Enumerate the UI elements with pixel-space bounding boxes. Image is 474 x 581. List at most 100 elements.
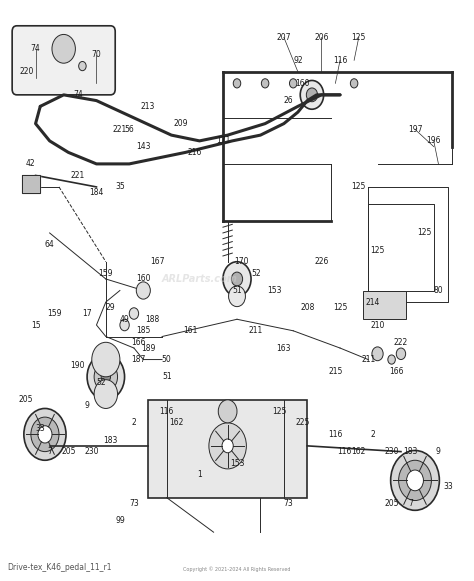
Text: 42: 42 bbox=[26, 159, 36, 168]
Circle shape bbox=[261, 79, 269, 88]
Text: 162: 162 bbox=[352, 447, 366, 456]
Text: 208: 208 bbox=[300, 303, 314, 312]
Polygon shape bbox=[21, 175, 40, 193]
Circle shape bbox=[222, 439, 233, 453]
Text: 73: 73 bbox=[129, 499, 139, 508]
Text: 163: 163 bbox=[277, 343, 291, 353]
Circle shape bbox=[52, 34, 75, 63]
Text: 159: 159 bbox=[99, 269, 113, 278]
Text: 116: 116 bbox=[328, 430, 343, 439]
Circle shape bbox=[223, 261, 251, 296]
Circle shape bbox=[137, 282, 150, 299]
Text: 205: 205 bbox=[384, 499, 399, 508]
Text: 64: 64 bbox=[45, 240, 55, 249]
Text: 73: 73 bbox=[283, 499, 293, 508]
Text: 29: 29 bbox=[106, 303, 115, 312]
Text: 51: 51 bbox=[232, 286, 242, 295]
Text: 167: 167 bbox=[150, 257, 164, 266]
Circle shape bbox=[24, 408, 66, 460]
Text: 15: 15 bbox=[31, 321, 40, 329]
Text: 9: 9 bbox=[436, 447, 441, 456]
Circle shape bbox=[94, 363, 118, 391]
Text: 80: 80 bbox=[434, 286, 443, 295]
Text: 7: 7 bbox=[408, 499, 413, 508]
Text: 125: 125 bbox=[272, 407, 286, 416]
Text: 220: 220 bbox=[19, 67, 33, 76]
Circle shape bbox=[94, 380, 118, 408]
Text: 70: 70 bbox=[91, 50, 101, 59]
Circle shape bbox=[120, 320, 129, 331]
FancyBboxPatch shape bbox=[12, 26, 115, 95]
Text: 2: 2 bbox=[371, 430, 375, 439]
Text: 50: 50 bbox=[162, 355, 172, 364]
Text: 211: 211 bbox=[248, 327, 263, 335]
Text: 183: 183 bbox=[403, 447, 418, 456]
Text: 207: 207 bbox=[277, 33, 291, 42]
Circle shape bbox=[87, 354, 125, 400]
Circle shape bbox=[233, 79, 241, 88]
Text: 153: 153 bbox=[230, 458, 244, 468]
Circle shape bbox=[38, 426, 52, 443]
Circle shape bbox=[399, 460, 431, 501]
Text: 185: 185 bbox=[136, 327, 151, 335]
Text: 33: 33 bbox=[36, 424, 45, 433]
Text: 226: 226 bbox=[314, 257, 328, 266]
Text: 51: 51 bbox=[162, 372, 172, 381]
Circle shape bbox=[129, 308, 138, 320]
Text: 211: 211 bbox=[361, 355, 375, 364]
Text: 171: 171 bbox=[216, 137, 230, 145]
Text: 9: 9 bbox=[85, 401, 90, 410]
Text: 125: 125 bbox=[333, 303, 347, 312]
Circle shape bbox=[306, 88, 318, 102]
Circle shape bbox=[228, 286, 246, 307]
Text: Drive-tex_K46_pedal_11_r1: Drive-tex_K46_pedal_11_r1 bbox=[8, 564, 112, 572]
Text: 153: 153 bbox=[267, 286, 282, 295]
Text: 1: 1 bbox=[197, 470, 202, 479]
Circle shape bbox=[209, 423, 246, 469]
Text: 161: 161 bbox=[183, 327, 197, 335]
Text: 125: 125 bbox=[352, 182, 366, 191]
Text: 159: 159 bbox=[47, 309, 62, 318]
Circle shape bbox=[92, 342, 120, 377]
Circle shape bbox=[388, 355, 395, 364]
Text: 209: 209 bbox=[173, 119, 188, 128]
Text: 160: 160 bbox=[136, 274, 151, 284]
Text: 99: 99 bbox=[115, 516, 125, 525]
Text: 52: 52 bbox=[96, 378, 106, 387]
Circle shape bbox=[391, 450, 439, 510]
Text: 7: 7 bbox=[47, 447, 52, 456]
Text: 166: 166 bbox=[131, 338, 146, 347]
Circle shape bbox=[218, 400, 237, 423]
Text: 116: 116 bbox=[337, 447, 352, 456]
Circle shape bbox=[31, 417, 59, 451]
Text: 190: 190 bbox=[71, 361, 85, 370]
Text: 166: 166 bbox=[389, 367, 403, 375]
Text: 92: 92 bbox=[293, 56, 303, 65]
Text: 206: 206 bbox=[314, 33, 328, 42]
Circle shape bbox=[372, 347, 383, 361]
Text: 189: 189 bbox=[141, 343, 155, 353]
Text: 56: 56 bbox=[124, 125, 134, 134]
Bar bbox=[364, 290, 406, 320]
Text: 2: 2 bbox=[132, 418, 137, 428]
Circle shape bbox=[231, 272, 243, 286]
Text: 205: 205 bbox=[61, 447, 76, 456]
Text: 170: 170 bbox=[235, 257, 249, 266]
Text: 205: 205 bbox=[19, 395, 34, 404]
Text: 116: 116 bbox=[333, 56, 347, 65]
Text: 184: 184 bbox=[89, 188, 104, 197]
Text: 183: 183 bbox=[103, 436, 118, 444]
Text: 221: 221 bbox=[113, 125, 127, 134]
Text: 74: 74 bbox=[31, 44, 40, 53]
Text: 197: 197 bbox=[408, 125, 422, 134]
Text: 225: 225 bbox=[295, 418, 310, 428]
Text: 187: 187 bbox=[131, 355, 146, 364]
Text: 143: 143 bbox=[136, 142, 151, 151]
Text: 222: 222 bbox=[394, 338, 408, 347]
Text: 162: 162 bbox=[169, 418, 183, 428]
Bar bbox=[148, 400, 307, 498]
Text: 221: 221 bbox=[71, 171, 85, 180]
Circle shape bbox=[407, 470, 423, 491]
Text: ARLParts.com: ARLParts.com bbox=[162, 274, 237, 284]
Text: Copyright © 2021-2024 All Rights Reserved: Copyright © 2021-2024 All Rights Reserve… bbox=[183, 567, 291, 572]
